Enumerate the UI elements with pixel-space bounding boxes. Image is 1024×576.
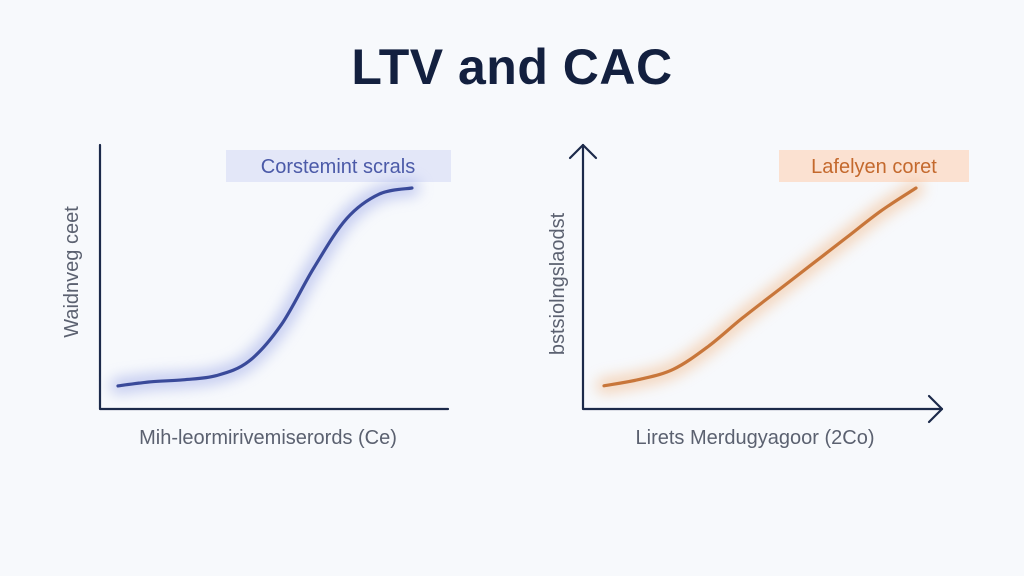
x-arrow-icon: [927, 394, 944, 424]
series-line: [116, 186, 414, 388]
series-glow: [110, 180, 420, 394]
series-line: [602, 186, 918, 388]
legend-box: [779, 150, 969, 182]
legend-box: [226, 150, 451, 182]
y-axis-label: Waidnveg ceet: [61, 206, 83, 338]
series-glow: [596, 180, 924, 394]
chart-title: LTV and CAC: [351, 39, 673, 95]
left-axes: [98, 143, 450, 411]
legend-label: Corstemint scrals: [261, 156, 415, 178]
right-axes: [581, 143, 944, 411]
y-axis-label: bstsiolngslaodst: [547, 212, 569, 355]
x-axis-label: Lirets Merdugyagoor (2Co): [636, 427, 875, 449]
x-axis-label: Mih-leormirivemiserords (Ce): [139, 427, 397, 449]
legend-label: Lafelyen coret: [811, 156, 937, 178]
y-arrow-icon: [568, 143, 598, 160]
